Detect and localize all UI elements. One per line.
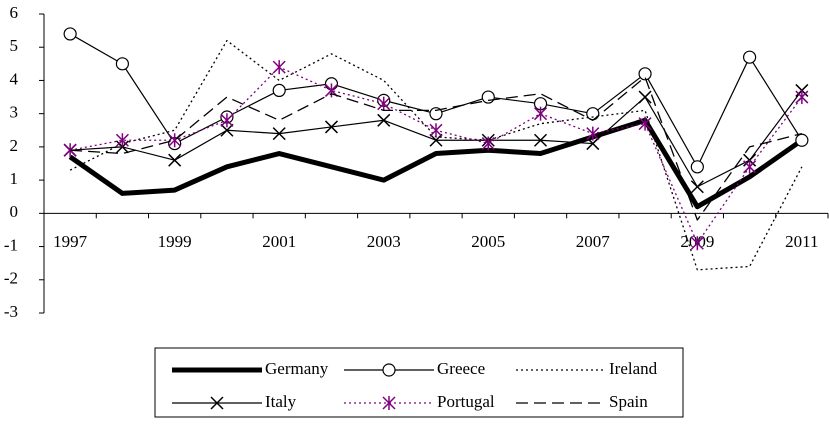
marker	[272, 127, 286, 141]
x-tick-label: 2005	[471, 232, 505, 251]
x-tick-label: 2007	[576, 232, 611, 251]
y-tick-label: -2	[4, 269, 18, 288]
y-tick-label: 4	[10, 69, 19, 88]
marker	[168, 153, 182, 167]
marker	[534, 133, 548, 147]
marker	[272, 83, 286, 98]
marker-part	[168, 153, 182, 167]
marker	[220, 123, 234, 137]
y-tick-label: 1	[10, 169, 19, 188]
marker-part	[115, 57, 130, 71]
legend-label: Ireland	[609, 359, 658, 378]
series-line	[68, 117, 804, 210]
marker	[742, 50, 757, 64]
marker	[220, 113, 234, 128]
marker-part	[429, 133, 443, 147]
marker	[481, 136, 495, 151]
marker	[795, 90, 809, 105]
marker-part	[690, 180, 704, 194]
y-tick-label: 2	[10, 136, 19, 155]
marker-part	[638, 90, 652, 104]
legend-marker	[382, 363, 396, 377]
marker	[377, 113, 391, 127]
x-tick-label: 2001	[262, 232, 296, 251]
marker-part	[429, 107, 443, 121]
x-tick-label: 1997	[53, 232, 88, 251]
x-tick-label: 1999	[158, 232, 192, 251]
marker-part	[272, 83, 286, 98]
legend-label: Germany	[265, 359, 329, 378]
legend-box	[154, 347, 684, 418]
legend-label: Portugal	[437, 392, 495, 411]
marker	[586, 137, 600, 151]
y-tick-label: 3	[10, 103, 19, 122]
marker	[638, 67, 652, 81]
marker	[586, 126, 600, 141]
marker-part	[481, 90, 495, 104]
marker-part	[638, 67, 652, 81]
marker	[481, 90, 495, 104]
y-tick-label: -3	[4, 302, 18, 321]
marker-part	[210, 396, 224, 410]
marker	[795, 133, 809, 147]
marker	[690, 236, 704, 251]
marker	[115, 57, 130, 71]
y-tick-label: -1	[4, 235, 18, 254]
x-tick-label: 2011	[785, 232, 818, 251]
marker-part	[63, 27, 77, 41]
marker-part	[377, 113, 391, 127]
marker-part	[534, 133, 548, 147]
marker-part	[272, 127, 286, 141]
legend-label: Spain	[609, 392, 648, 411]
series-line	[70, 76, 803, 221]
marker	[272, 60, 286, 75]
marker	[429, 107, 443, 121]
marker	[429, 123, 443, 138]
y-tick-label: 5	[10, 36, 19, 55]
legend-label: Italy	[265, 392, 297, 411]
marker-part	[324, 120, 338, 134]
y-tick-label: 0	[10, 202, 19, 221]
marker	[690, 180, 704, 194]
marker-part	[382, 363, 396, 377]
marker-part	[690, 160, 704, 174]
legend-marker	[210, 396, 224, 410]
marker-part	[742, 50, 757, 64]
marker-part	[795, 133, 809, 147]
marker	[638, 116, 652, 131]
legend-label: Greece	[437, 359, 485, 378]
marker-part	[586, 137, 600, 151]
y-tick-label: 6	[10, 3, 19, 22]
marker	[429, 133, 443, 147]
marker-part	[220, 123, 234, 137]
legend-marker	[382, 396, 396, 410]
marker	[743, 159, 757, 174]
marker	[534, 106, 548, 121]
marker	[63, 27, 77, 41]
x-tick-label: 2003	[367, 232, 401, 251]
marker	[324, 120, 338, 134]
marker	[115, 133, 129, 148]
marker	[638, 90, 652, 104]
marker	[690, 160, 704, 174]
marker	[377, 96, 391, 111]
